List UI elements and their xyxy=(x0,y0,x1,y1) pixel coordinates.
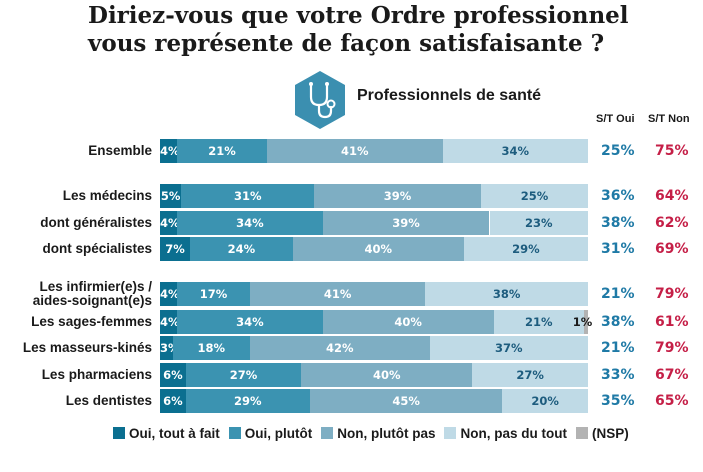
segment-oui-tout-a-fait: 5% xyxy=(160,184,182,208)
segment-non-pas-du-tout: 29% xyxy=(463,237,588,261)
legend-swatch xyxy=(228,427,241,439)
st-oui-value: 31% xyxy=(601,241,635,257)
nsp-value-label: 1% xyxy=(572,315,593,329)
chart-subtitle: Professionnels de santé xyxy=(357,87,542,104)
segment-non-plutot-pas: 40% xyxy=(292,237,464,261)
segment-non-plutot-pas: 45% xyxy=(309,389,503,413)
column-header-st-oui: S/T Oui xyxy=(596,113,635,125)
st-oui-value: 21% xyxy=(601,286,635,302)
legend-swatch xyxy=(321,427,334,439)
segment-non-plutot-pas: 40% xyxy=(301,363,473,387)
st-oui-value: 38% xyxy=(601,215,635,231)
segment-non-plutot-pas: 39% xyxy=(314,184,481,208)
segment-oui-plutot: 29% xyxy=(185,389,310,413)
st-oui-value: 33% xyxy=(601,367,635,383)
segment-non-pas-du-tout: 23% xyxy=(489,211,588,235)
stethoscope-icon xyxy=(295,71,345,129)
category-label: Les dentistes xyxy=(65,393,152,408)
segment-oui-plutot: 34% xyxy=(177,211,323,235)
category-label: Les pharmaciens xyxy=(41,367,152,382)
segment-non-plutot-pas: 41% xyxy=(249,282,426,306)
segment-nsp xyxy=(583,310,588,334)
legend-label: Oui, tout à fait xyxy=(129,425,220,441)
segment-oui-tout-a-fait: 4% xyxy=(160,139,180,163)
st-non-value: 67% xyxy=(655,367,689,383)
st-oui-value: 21% xyxy=(601,340,635,356)
column-header-st-non: S/T Non xyxy=(648,113,690,125)
segment-oui-tout-a-fait: 4% xyxy=(160,310,180,334)
st-non-value: 61% xyxy=(655,314,689,330)
st-non-value: 62% xyxy=(655,215,689,231)
segment-non-pas-du-tout: 20% xyxy=(502,389,588,413)
segment-oui-plutot: 18% xyxy=(172,336,250,360)
segment-non-plutot-pas: 42% xyxy=(249,336,430,360)
segment-oui-plutot: 34% xyxy=(177,310,323,334)
chart-legend: Oui, tout à fait Oui, plutôt Non, plutôt… xyxy=(113,424,638,442)
legend-item-non-plutot-pas: Non, plutôt pas xyxy=(321,426,435,441)
st-oui-value: 35% xyxy=(601,393,635,409)
segment-non-plutot-pas: 39% xyxy=(322,211,490,235)
segment-non-pas-du-tout: 25% xyxy=(481,184,588,208)
segment-non-pas-du-tout: 21% xyxy=(493,310,584,334)
segment-non-plutot-pas: 41% xyxy=(267,139,443,163)
category-label: Les masseurs-kinés xyxy=(22,340,152,355)
st-oui-value: 25% xyxy=(601,143,635,159)
st-non-value: 75% xyxy=(655,143,689,159)
legend-label: Non, plutôt pas xyxy=(337,425,436,441)
segment-oui-tout-a-fait: 6% xyxy=(160,363,186,387)
category-label: Les médecins xyxy=(62,188,152,203)
st-non-value: 79% xyxy=(655,286,689,302)
segment-oui-plutot: 27% xyxy=(185,363,302,387)
chart-title-line-2: vous représente de façon satisfaisante ? xyxy=(88,30,605,57)
segment-non-pas-du-tout: 34% xyxy=(442,139,588,163)
segment-oui-tout-a-fait: 3% xyxy=(160,336,180,360)
segment-oui-tout-a-fait: 7% xyxy=(160,237,190,261)
st-non-value: 65% xyxy=(655,393,689,409)
legend-swatch xyxy=(575,427,588,439)
segment-oui-plutot: 24% xyxy=(190,237,293,261)
st-oui-value: 36% xyxy=(601,188,635,204)
st-non-value: 69% xyxy=(655,241,689,257)
legend-item-oui-tout-a-fait: Oui, tout à fait xyxy=(113,426,220,441)
legend-item-nsp: (NSP) xyxy=(575,425,629,441)
legend-label: Non, pas du tout xyxy=(460,425,567,441)
segment-non-pas-du-tout: 38% xyxy=(425,282,588,306)
segment-non-plutot-pas: 40% xyxy=(322,310,494,334)
category-label: Les sages-femmes xyxy=(31,314,152,329)
legend-swatch xyxy=(113,427,125,439)
segment-non-pas-du-tout: 27% xyxy=(472,363,588,387)
legend-swatch xyxy=(444,427,457,439)
chart-title-line-1: Diriez-vous que votre Ordre professionne… xyxy=(88,2,629,29)
segment-oui-tout-a-fait: 6% xyxy=(160,389,186,413)
legend-label: Oui, plutôt xyxy=(244,425,313,441)
st-oui-value: 38% xyxy=(601,314,635,330)
st-non-value: 79% xyxy=(655,340,689,356)
category-label: dont spécialistes xyxy=(42,241,152,256)
legend-item-oui-plutot: Oui, plutôt xyxy=(228,425,313,441)
segment-oui-plutot: 31% xyxy=(181,184,315,208)
category-label: dont généralistes xyxy=(40,215,152,230)
category-label: Les infirmier(e)s / aides-soignant(e)s xyxy=(32,279,152,308)
segment-oui-tout-a-fait: 4% xyxy=(160,211,180,235)
segment-oui-plutot: 21% xyxy=(177,139,267,163)
legend-item-non-pas-du-tout: Non, pas du tout xyxy=(444,425,567,441)
st-non-value: 64% xyxy=(655,188,689,204)
segment-oui-tout-a-fait: 4% xyxy=(160,282,180,306)
category-label: Ensemble xyxy=(88,143,152,158)
segment-non-pas-du-tout: 37% xyxy=(429,336,588,360)
legend-label: (NSP) xyxy=(591,425,629,441)
segment-oui-plutot: 17% xyxy=(177,282,250,306)
